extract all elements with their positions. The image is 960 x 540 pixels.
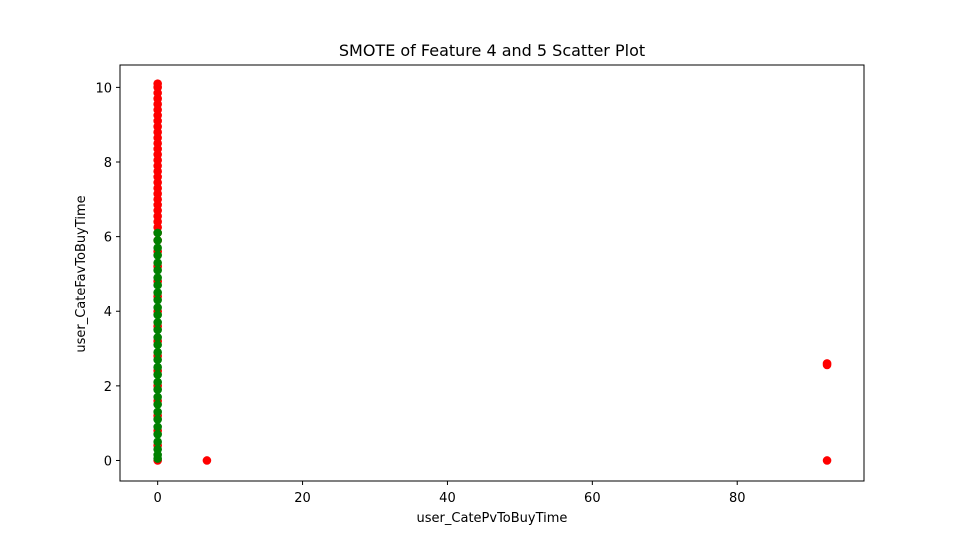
scatter-point bbox=[153, 415, 162, 424]
scatter-point bbox=[822, 456, 832, 465]
x-tick-label: 80 bbox=[729, 491, 746, 506]
scatter-point bbox=[153, 454, 162, 463]
scatter-point bbox=[153, 265, 162, 275]
scatter-point bbox=[153, 288, 162, 297]
x-tick-label: 40 bbox=[439, 491, 456, 506]
y-tick-label: 6 bbox=[104, 231, 112, 246]
x-tick-label: 60 bbox=[584, 491, 601, 506]
plot-frame bbox=[119, 64, 865, 482]
scatter-point bbox=[153, 236, 162, 245]
y-tick-label: 10 bbox=[95, 81, 112, 96]
scatter-point bbox=[153, 385, 162, 394]
scatter-point bbox=[202, 456, 212, 465]
scatter-point bbox=[153, 280, 162, 290]
x-axis: 0 20 40 60 80 bbox=[154, 481, 746, 506]
scatter-point bbox=[153, 273, 162, 282]
y-axis-label: user_CateFavToBuyTime bbox=[74, 195, 89, 352]
scatter-point bbox=[153, 437, 162, 447]
scatter-point bbox=[153, 340, 162, 350]
x-tick-label: 0 bbox=[154, 491, 162, 506]
y-tick-label: 8 bbox=[104, 156, 112, 171]
scatter-point bbox=[153, 228, 162, 238]
scatter-point bbox=[153, 258, 162, 268]
scatter-point bbox=[153, 310, 162, 320]
scatter-point bbox=[153, 370, 162, 379]
scatter-point bbox=[153, 400, 162, 409]
scatter-point bbox=[153, 347, 162, 357]
scatter-point bbox=[153, 250, 162, 260]
scatter-point bbox=[153, 362, 162, 372]
y-tick-label: 2 bbox=[104, 380, 112, 395]
x-axis-label: user_CatePvToBuyTime bbox=[417, 511, 568, 526]
y-axis: 0 2 4 6 8 10 bbox=[95, 81, 120, 469]
chart-title: SMOTE of Feature 4 and 5 Scatter Plot bbox=[339, 41, 645, 60]
x-tick-label: 20 bbox=[294, 491, 311, 506]
scatter-point bbox=[153, 295, 162, 305]
scatter-point bbox=[153, 355, 162, 365]
scatter-point bbox=[153, 407, 162, 417]
scatter-point bbox=[153, 303, 162, 312]
y-tick-label: 0 bbox=[104, 454, 112, 469]
scatter-point bbox=[153, 430, 162, 439]
scatter-point bbox=[153, 325, 162, 335]
y-tick-label: 4 bbox=[104, 305, 112, 320]
scatter-point bbox=[153, 377, 162, 387]
scatter-point bbox=[822, 360, 832, 370]
scatter-point bbox=[153, 243, 162, 253]
scatter-point bbox=[153, 318, 162, 327]
scatter-point bbox=[153, 422, 162, 432]
scatter-point bbox=[153, 392, 162, 402]
scatter-point bbox=[153, 333, 162, 342]
points-layer bbox=[153, 79, 832, 465]
